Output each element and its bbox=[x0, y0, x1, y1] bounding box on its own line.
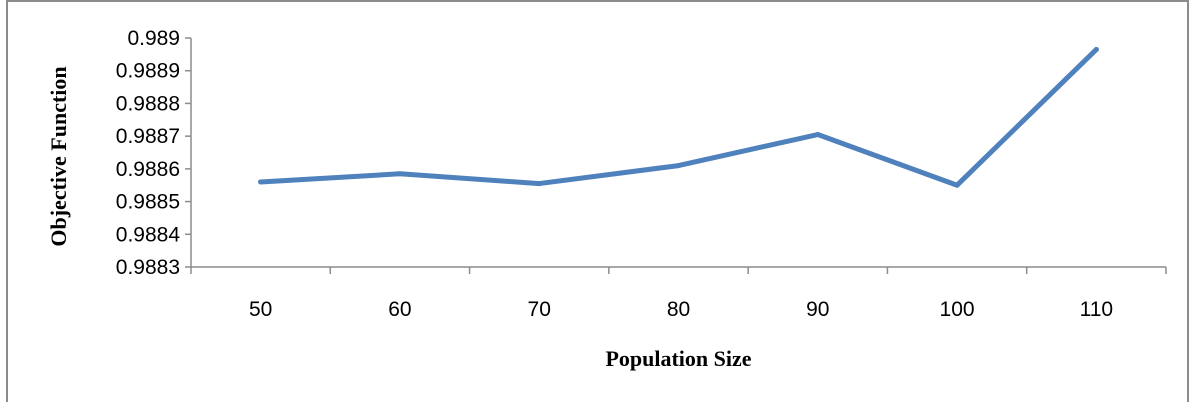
data-point bbox=[815, 132, 821, 138]
x-tick-label: 70 bbox=[528, 298, 551, 321]
y-tick-label: 0.9886 bbox=[116, 158, 180, 181]
y-tick-label: 0.989 bbox=[127, 27, 180, 50]
x-axis-title: Population Size bbox=[605, 346, 751, 371]
x-tick-label: 100 bbox=[940, 298, 975, 321]
data-point bbox=[397, 171, 403, 177]
x-axis-ticks: 50 60 70 80 90 100 110 bbox=[190, 267, 1167, 321]
series-layer bbox=[258, 46, 1099, 188]
y-tick-label: 0.9885 bbox=[116, 191, 180, 214]
data-point bbox=[258, 179, 264, 185]
data-point bbox=[1093, 46, 1099, 52]
x-tick-label: 110 bbox=[1080, 298, 1113, 321]
chart-frame bbox=[6, 0, 1189, 402]
y-tick-label: 0.9884 bbox=[116, 223, 181, 246]
x-tick-label: 60 bbox=[388, 298, 411, 321]
y-tick-label: 0.9887 bbox=[116, 125, 180, 148]
y-tick-label: 0.9888 bbox=[116, 92, 180, 115]
y-axis-ticks: 0.9883 0.9884 0.9885 0.9886 0.9887 0.9888 0.98… bbox=[116, 27, 191, 279]
x-tick-label: 90 bbox=[806, 298, 829, 321]
x-tick-label: 80 bbox=[667, 298, 690, 321]
y-tick-label: 0.9889 bbox=[116, 60, 180, 83]
data-point bbox=[954, 182, 960, 188]
x-tick-label: 50 bbox=[249, 298, 272, 321]
data-point bbox=[676, 163, 681, 169]
y-tick-label: 0.9883 bbox=[116, 256, 180, 279]
y-axis-title: Objective Function bbox=[46, 66, 71, 246]
data-point bbox=[536, 181, 542, 187]
